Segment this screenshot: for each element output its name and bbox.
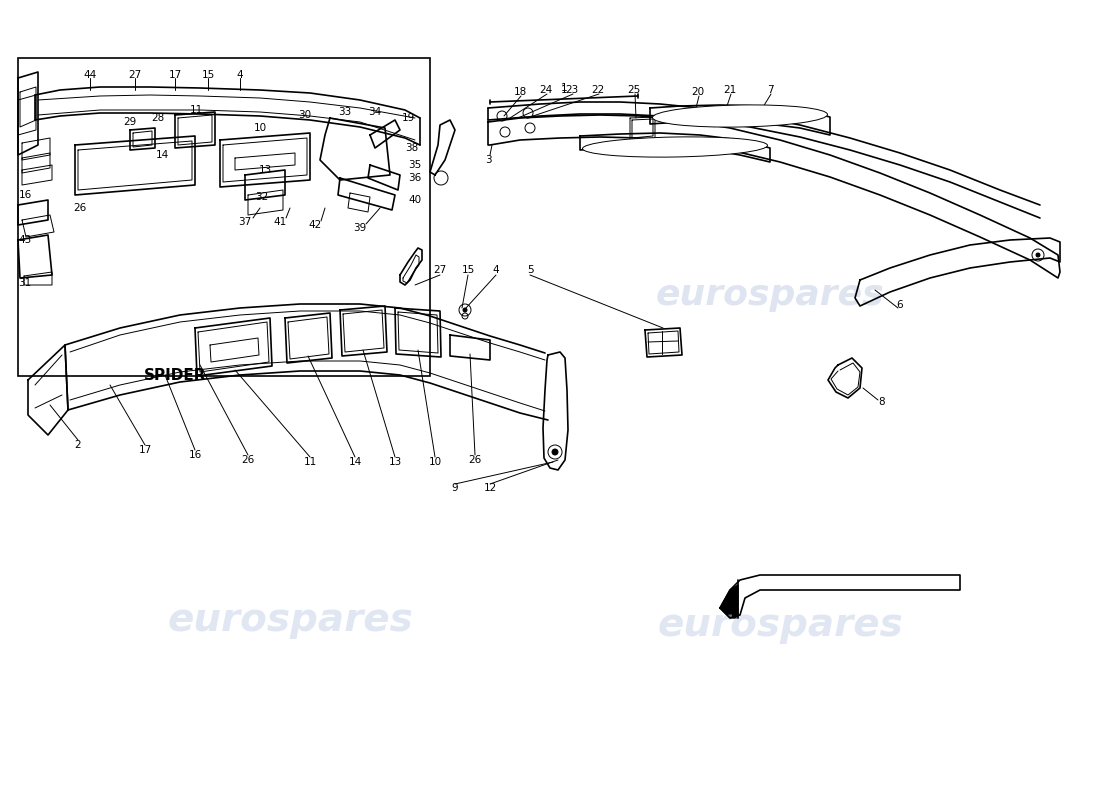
- Text: 15: 15: [461, 265, 474, 275]
- Text: 20: 20: [692, 87, 705, 97]
- Text: 28: 28: [152, 113, 165, 123]
- Text: 34: 34: [368, 107, 382, 117]
- Text: 38: 38: [406, 143, 419, 153]
- Text: 10: 10: [253, 123, 266, 133]
- Text: 10: 10: [428, 457, 441, 467]
- Circle shape: [349, 149, 361, 161]
- Text: 13: 13: [258, 165, 272, 175]
- Polygon shape: [720, 585, 738, 618]
- Text: 23: 23: [565, 85, 579, 95]
- Text: SPIDER: SPIDER: [144, 367, 207, 382]
- Text: 35: 35: [408, 160, 421, 170]
- Text: 13: 13: [388, 457, 401, 467]
- Circle shape: [552, 449, 558, 455]
- Text: 26: 26: [241, 455, 254, 465]
- Text: 5: 5: [527, 265, 534, 275]
- Ellipse shape: [652, 105, 827, 127]
- Text: eurospares: eurospares: [656, 278, 884, 312]
- Circle shape: [1036, 253, 1040, 257]
- Text: 17: 17: [139, 445, 152, 455]
- Text: 16: 16: [19, 190, 32, 200]
- Text: 25: 25: [627, 85, 640, 95]
- Text: 12: 12: [483, 483, 496, 493]
- Text: 11: 11: [189, 105, 202, 115]
- Text: 24: 24: [539, 85, 552, 95]
- Text: 4: 4: [493, 265, 499, 275]
- Circle shape: [196, 96, 200, 100]
- Text: 9: 9: [452, 483, 459, 493]
- Circle shape: [163, 100, 167, 104]
- Text: 31: 31: [19, 278, 32, 288]
- Text: 26: 26: [469, 455, 482, 465]
- Text: 8: 8: [879, 397, 886, 407]
- Text: 40: 40: [408, 195, 421, 205]
- Text: 41: 41: [274, 217, 287, 227]
- Text: 32: 32: [255, 192, 268, 202]
- Text: 29: 29: [123, 117, 136, 127]
- Text: 18: 18: [514, 87, 527, 97]
- Text: 22: 22: [592, 85, 605, 95]
- Text: 43: 43: [19, 235, 32, 245]
- Text: eurospares: eurospares: [167, 601, 412, 639]
- Text: 2: 2: [75, 440, 81, 450]
- Text: eurospares: eurospares: [657, 606, 903, 644]
- Ellipse shape: [583, 137, 768, 157]
- Text: 14: 14: [155, 150, 168, 160]
- Text: 16: 16: [188, 450, 201, 460]
- Text: 36: 36: [408, 173, 421, 183]
- Text: 15: 15: [201, 70, 214, 80]
- Text: 1: 1: [561, 83, 568, 93]
- Text: 11: 11: [304, 457, 317, 467]
- Text: 21: 21: [724, 85, 737, 95]
- Text: 1: 1: [561, 85, 568, 95]
- Text: 44: 44: [84, 70, 97, 80]
- Bar: [18, 58, 430, 376]
- Text: 33: 33: [339, 107, 352, 117]
- Text: 14: 14: [349, 457, 362, 467]
- Text: 19: 19: [402, 113, 415, 123]
- Text: 4: 4: [236, 70, 243, 80]
- Text: 42: 42: [308, 220, 321, 230]
- Text: 6: 6: [896, 300, 903, 310]
- Text: 37: 37: [239, 217, 252, 227]
- Text: 26: 26: [74, 203, 87, 213]
- Text: 27: 27: [433, 265, 447, 275]
- Circle shape: [463, 308, 467, 312]
- Text: 39: 39: [353, 223, 366, 233]
- Text: 17: 17: [168, 70, 182, 80]
- Text: 7: 7: [767, 85, 773, 95]
- Text: 3: 3: [485, 155, 492, 165]
- Text: 27: 27: [129, 70, 142, 80]
- Text: 30: 30: [298, 110, 311, 120]
